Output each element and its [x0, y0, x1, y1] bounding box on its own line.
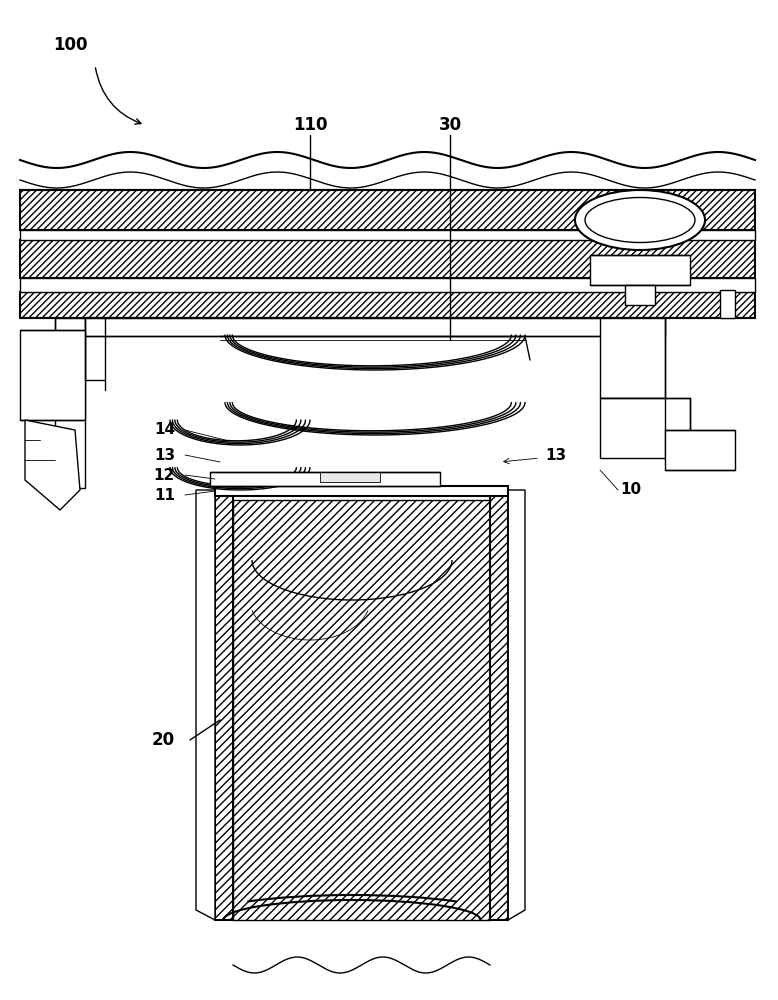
- Text: 30: 30: [439, 116, 461, 134]
- Bar: [720, 290, 735, 318]
- Text: 13: 13: [154, 448, 175, 462]
- Text: 100: 100: [53, 36, 87, 54]
- Bar: [233, 500, 490, 920]
- Polygon shape: [20, 144, 755, 180]
- Bar: [233, 500, 490, 920]
- Text: 12: 12: [154, 468, 175, 483]
- Polygon shape: [196, 490, 215, 920]
- Bar: [215, 490, 233, 920]
- Bar: [490, 490, 508, 920]
- Text: 13: 13: [545, 448, 566, 462]
- Text: 10: 10: [620, 483, 641, 497]
- Bar: [490, 490, 508, 920]
- Text: 14: 14: [154, 422, 175, 438]
- Bar: [215, 490, 233, 920]
- Text: 110: 110: [293, 116, 328, 134]
- Bar: [600, 398, 690, 458]
- Bar: [215, 486, 508, 496]
- Bar: [20, 230, 755, 240]
- Bar: [320, 472, 380, 482]
- Bar: [85, 318, 665, 336]
- Ellipse shape: [575, 190, 705, 250]
- Bar: [600, 318, 665, 398]
- Bar: [20, 240, 755, 278]
- Polygon shape: [25, 420, 80, 510]
- Bar: [20, 278, 755, 292]
- Bar: [625, 285, 655, 305]
- Polygon shape: [508, 490, 525, 920]
- Ellipse shape: [585, 198, 695, 242]
- Bar: [20, 330, 85, 420]
- Text: 11: 11: [154, 488, 175, 502]
- Bar: [20, 190, 755, 230]
- Bar: [590, 255, 690, 285]
- Text: 20: 20: [152, 731, 175, 749]
- Bar: [210, 472, 440, 486]
- Bar: [20, 292, 755, 318]
- Bar: [55, 318, 85, 488]
- Bar: [665, 430, 735, 470]
